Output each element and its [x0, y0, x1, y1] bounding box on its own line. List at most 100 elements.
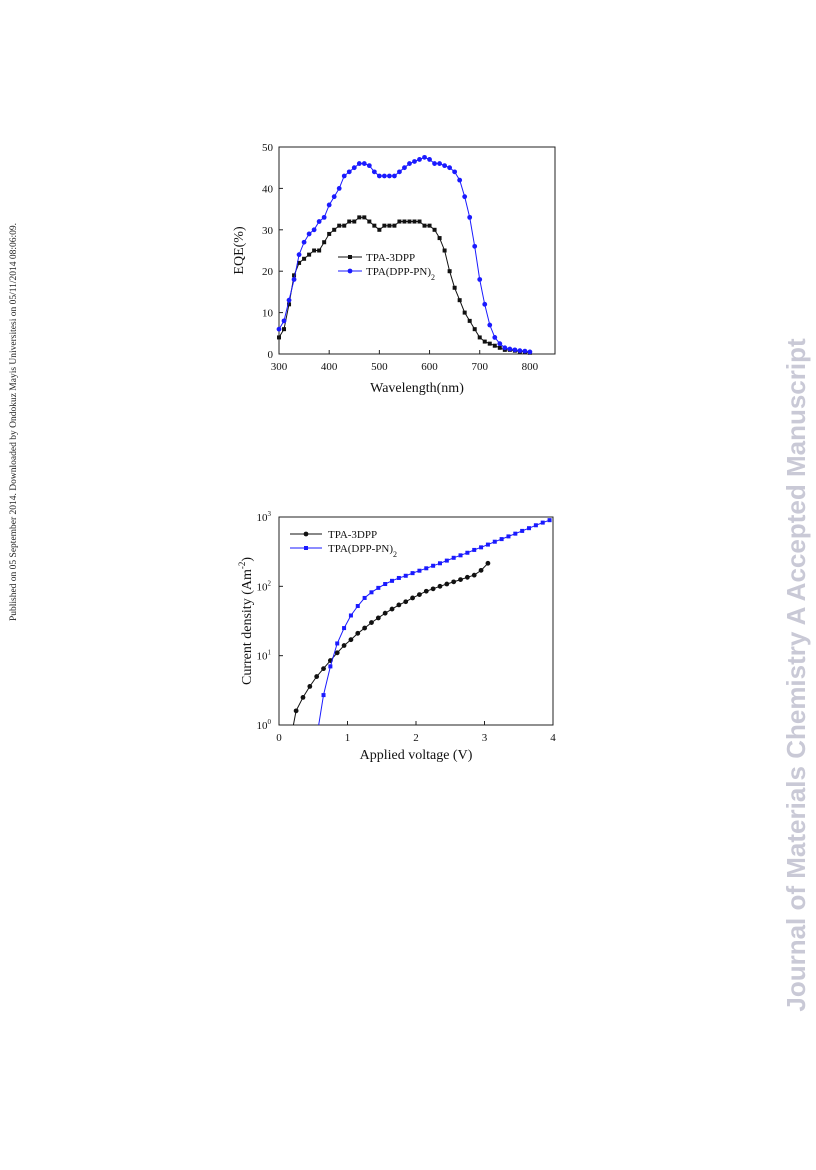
- eqe-data-point: [366, 163, 372, 169]
- eqe-data-point: [387, 173, 392, 179]
- eqe-y-tick-label: 20: [262, 266, 274, 278]
- eqe-y-tick-label: 30: [262, 225, 274, 237]
- jv-data-point: [376, 585, 381, 590]
- eqe-data-point: [467, 214, 473, 220]
- eqe-series-line: [278, 216, 530, 354]
- eqe-legend: TPA-3DPP TPA(DPP-PN)2: [338, 252, 435, 282]
- eqe-data-point: [452, 285, 457, 290]
- jv-legend-label: TPA(DPP-PN)2: [328, 543, 397, 559]
- jv-data-point: [335, 641, 340, 646]
- eqe-y-tick-label: 10: [262, 308, 274, 320]
- eqe-data-point: [467, 318, 472, 323]
- eqe-data-point: [322, 240, 327, 245]
- eqe-data-point: [402, 165, 407, 171]
- jv-data-point: [451, 579, 457, 585]
- eqe-data-point: [296, 252, 302, 258]
- eqe-data-point: [487, 341, 492, 346]
- jv-data-point: [369, 620, 374, 625]
- eqe-data-point: [327, 231, 332, 236]
- eqe-data-point: [527, 349, 533, 355]
- eqe-data-point: [497, 341, 503, 347]
- jv-data-point: [396, 575, 401, 580]
- eqe-data-point: [462, 310, 467, 315]
- jv-data-point: [341, 643, 347, 648]
- jv-x-tick-label: 3: [482, 732, 488, 744]
- eqe-data-point: [472, 243, 478, 249]
- eqe-data-point: [442, 163, 447, 169]
- jv-data-point: [458, 553, 463, 558]
- jv-data-point: [396, 602, 402, 608]
- eqe-data-point: [372, 223, 377, 228]
- jv-data-point: [492, 539, 497, 544]
- jv-data-point: [293, 708, 299, 714]
- jv-y-tick-label: 102: [257, 579, 272, 593]
- jv-y-axis-label: Current density (Am-2): [237, 557, 255, 685]
- jv-x-axis-label: Applied voltage (V): [360, 748, 473, 763]
- eqe-data-point: [447, 269, 452, 274]
- eqe-data-point: [291, 277, 297, 282]
- jv-data-point: [417, 568, 422, 573]
- eqe-data-point: [407, 219, 412, 224]
- eqe-legend-label: TPA(DPP-PN)2: [366, 266, 435, 282]
- eqe-plot-frame: [278, 146, 556, 355]
- jv-data-point: [499, 537, 504, 542]
- eqe-data-point: [487, 322, 493, 328]
- jv-data-point: [431, 563, 436, 568]
- jv-data-point: [321, 666, 326, 672]
- jv-data-point: [375, 615, 381, 621]
- eqe-data-point: [376, 173, 382, 179]
- eqe-plot: 300 400 500 600 700 800 0 10 20 30 40 50 Wavelength(…: [232, 142, 556, 396]
- eqe-data-point: [342, 223, 347, 228]
- eqe-data-point: [477, 335, 482, 340]
- eqe-data-point: [502, 345, 508, 351]
- eqe-data-point: [412, 159, 417, 164]
- jv-data-point: [465, 550, 470, 555]
- jv-data-point: [314, 674, 320, 679]
- jv-data-point: [355, 604, 360, 609]
- eqe-y-tick-label: 0: [268, 349, 274, 361]
- eqe-data-point: [392, 223, 397, 228]
- eqe-data-point: [311, 227, 317, 233]
- eqe-data-point: [321, 214, 327, 220]
- jv-data-point: [300, 695, 306, 700]
- eqe-data-point: [351, 165, 357, 171]
- jv-data-point: [424, 566, 429, 571]
- jv-y-tick-label: 103: [257, 510, 272, 524]
- eqe-data-point: [417, 219, 422, 224]
- jv-x-tick-label: 1: [345, 732, 351, 744]
- eqe-data-point: [402, 219, 407, 224]
- jv-data-point: [464, 574, 470, 580]
- eqe-data-point: [442, 248, 447, 253]
- eqe-data-point: [336, 186, 342, 191]
- jv-data-point: [444, 581, 450, 587]
- jv-series-tpa-3dpp: [292, 560, 491, 726]
- eqe-data-point: [432, 227, 437, 232]
- jv-data-point: [369, 590, 374, 595]
- jv-data-point: [513, 531, 518, 536]
- jv-data-point: [410, 571, 415, 576]
- eqe-x-tick-label: 300: [271, 361, 288, 373]
- eqe-data-point: [361, 161, 367, 166]
- eqe-data-point: [452, 169, 458, 175]
- eqe-x-tick-label: 400: [321, 361, 338, 373]
- eqe-data-point: [367, 219, 372, 224]
- jv-data-point: [403, 573, 408, 578]
- jv-data-point: [362, 595, 367, 600]
- jv-data-point: [520, 528, 525, 533]
- eqe-data-point: [307, 252, 312, 257]
- eqe-data-point: [356, 161, 362, 166]
- eqe-data-point: [447, 165, 453, 171]
- jv-data-point: [321, 693, 326, 698]
- jv-data-point: [444, 558, 449, 563]
- jv-data-point: [334, 650, 340, 656]
- jv-data-point: [355, 630, 361, 636]
- eqe-data-point: [397, 169, 402, 175]
- eqe-data-point: [437, 161, 442, 166]
- jv-data-point: [485, 560, 491, 566]
- jv-data-point: [362, 625, 368, 631]
- jv-data-point: [389, 606, 395, 612]
- eqe-x-tick-label: 500: [371, 361, 388, 373]
- jv-x-tick-label: 4: [550, 732, 556, 744]
- eqe-data-point: [277, 335, 281, 340]
- eqe-data-point: [292, 273, 297, 278]
